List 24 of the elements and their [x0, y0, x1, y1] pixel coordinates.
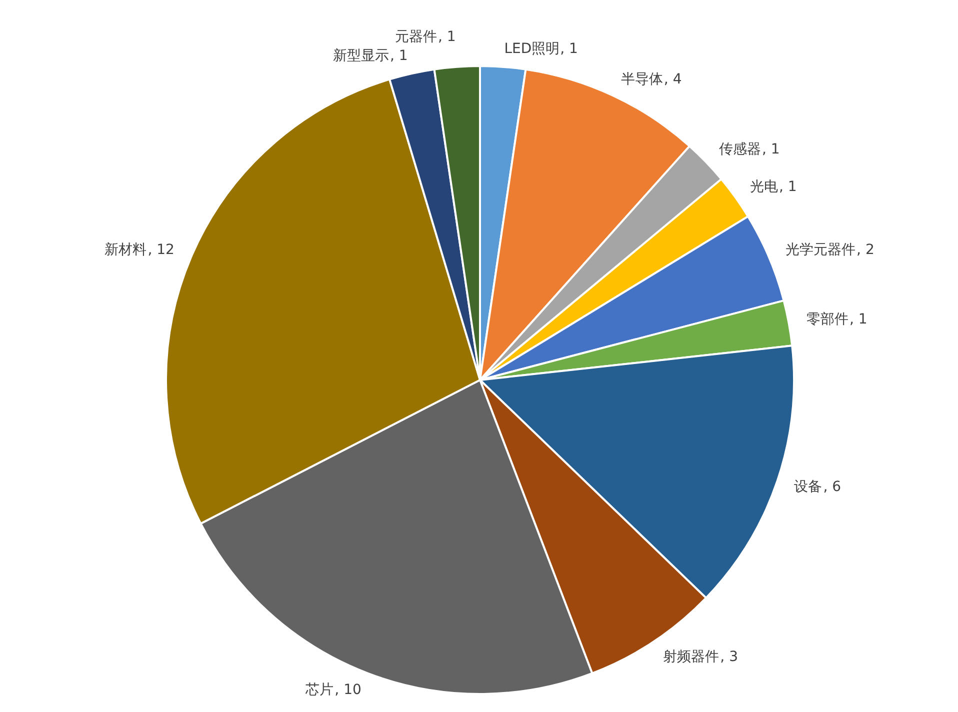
slice-label: 射频器件 [663, 648, 720, 665]
slice-label: 新型显示 [332, 48, 389, 64]
slice-label: 半导体 [620, 71, 663, 88]
data-label: , 1 [438, 28, 456, 45]
data-label: , 1 [560, 40, 578, 57]
data-label: , 2 [856, 242, 874, 258]
slice-label: 新材料 [104, 242, 147, 258]
slice-label: 芯片 [304, 682, 334, 698]
slice-label: LED照明 [504, 40, 560, 57]
slice-label: 设备 [794, 479, 822, 496]
slice-label: 零部件 [806, 312, 848, 328]
slice-label: 光电 [750, 178, 778, 195]
data-label: , 10 [334, 682, 362, 698]
data-label: , 1 [849, 312, 868, 328]
slice-label: 元器件 [394, 28, 437, 45]
slice-label: 传感器 [719, 142, 762, 158]
data-label: , 4 [664, 71, 682, 88]
data-label: , 1 [390, 48, 408, 64]
data-label: , 12 [148, 242, 174, 258]
data-label: , 6 [823, 479, 842, 496]
data-label: , 1 [779, 178, 797, 195]
data-label: , 1 [762, 142, 780, 158]
data-label: , 3 [720, 648, 738, 665]
slice-label: 光学元器件 [786, 242, 856, 258]
